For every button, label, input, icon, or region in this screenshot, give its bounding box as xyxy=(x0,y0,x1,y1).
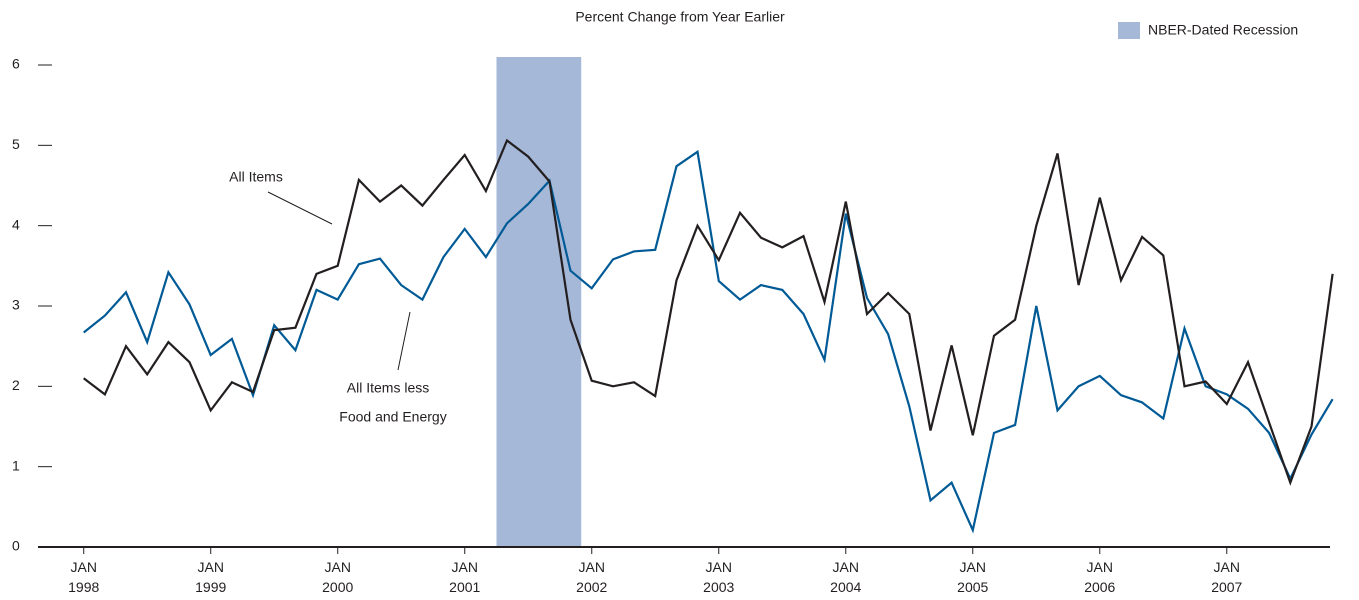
y-tick-label: 6 xyxy=(12,56,20,72)
x-tick-label: JAN 2007 xyxy=(1211,559,1243,595)
y-tick-label: 0 xyxy=(12,538,20,554)
x-tick-label: JAN 2004 xyxy=(830,559,862,595)
x-tick-label: JAN 2002 xyxy=(576,559,608,595)
annotation-leader xyxy=(267,191,333,225)
chart-title: Percent Change from Year Earlier xyxy=(575,9,785,25)
series-line xyxy=(83,149,1334,534)
legend-label: NBER-Dated Recession xyxy=(1148,22,1298,38)
series-line xyxy=(83,138,1334,486)
legend-swatch xyxy=(1118,22,1140,39)
y-tick-label: 3 xyxy=(12,297,20,313)
y-tick-label: 5 xyxy=(12,136,20,152)
annotation-leader xyxy=(397,311,411,371)
x-tick-label: JAN 2001 xyxy=(449,559,481,595)
y-tick-label: 1 xyxy=(12,457,20,473)
x-tick-label: JAN 2006 xyxy=(1084,559,1116,595)
annotation: All Items xyxy=(229,169,283,185)
annotation: All Items less xyxy=(347,380,429,396)
annotation: Food and Energy xyxy=(339,409,446,425)
y-tick-label: 4 xyxy=(12,216,20,232)
x-tick-label: JAN 2005 xyxy=(957,559,989,595)
x-tick-label: JAN 1998 xyxy=(68,559,100,595)
y-tick-label: 2 xyxy=(12,377,20,393)
x-tick-label: JAN 2003 xyxy=(703,559,735,595)
x-tick-label: JAN 2000 xyxy=(322,559,354,595)
x-tick-label: JAN 1999 xyxy=(195,559,227,595)
